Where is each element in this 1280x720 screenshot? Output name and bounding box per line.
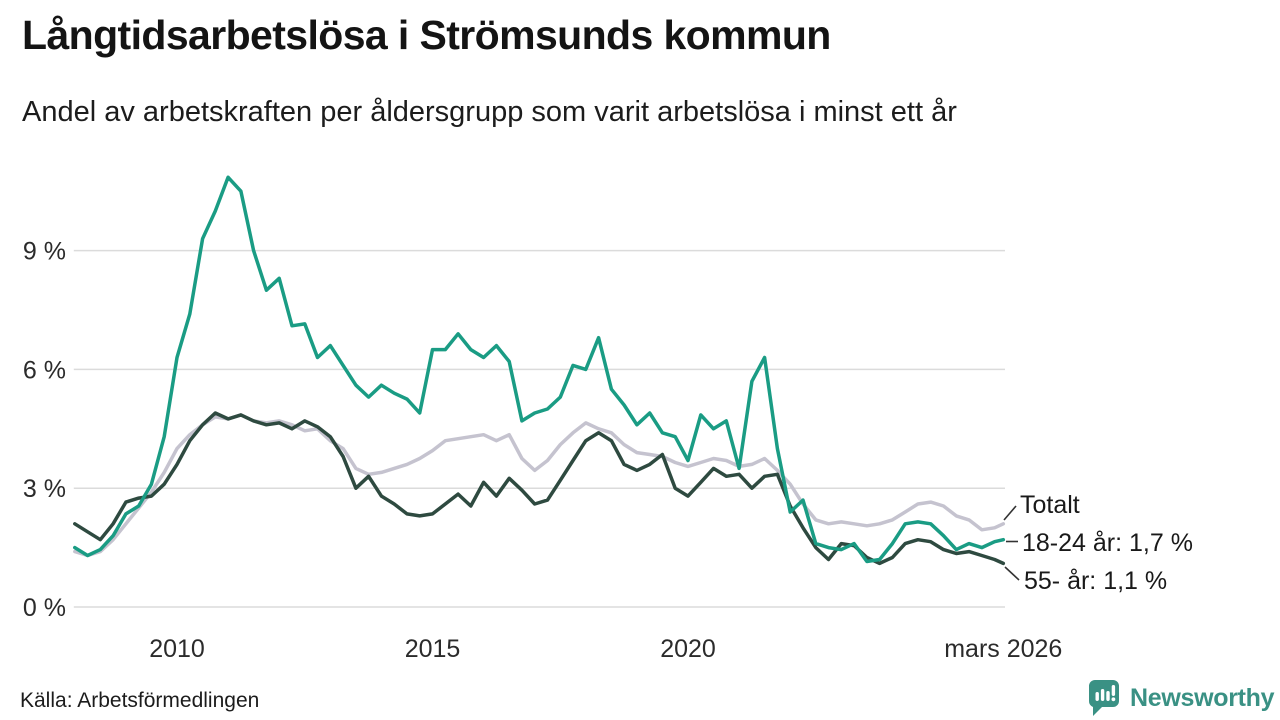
legend-leader-line (1003, 505, 1017, 521)
bar-2 (1100, 689, 1105, 701)
gridlines (73, 249, 1005, 608)
legend-label-18-24 år: 18-24 år: 1,7 % (1022, 529, 1193, 557)
series-lines (73, 175, 1006, 566)
x-tick-label: 2010 (149, 635, 205, 663)
newsworthy-logo-icon (1088, 680, 1119, 716)
newsworthy-logo: Newsworthy (1087, 678, 1275, 718)
series-line-18-24 år (73, 175, 1006, 564)
y-tick-label: 0 % (23, 594, 66, 622)
y-tick-label: 9 % (23, 238, 66, 266)
y-axis-tick-labels: 0 % 3 % 6 % 9 % (23, 238, 66, 622)
y-tick-label: 3 % (23, 475, 66, 503)
series-line-Totalt (73, 413, 1006, 558)
x-tick-label: 2015 (405, 635, 461, 663)
x-tick-label: mars 2026 (944, 635, 1062, 663)
legend-label-55- år: 55- år: 1,1 % (1024, 567, 1167, 595)
x-tick-label: 2020 (660, 635, 716, 663)
legend-leader-line (1004, 566, 1020, 581)
bar-3 (1106, 691, 1110, 701)
exclamation-dot (1111, 697, 1116, 702)
exclamation-bar (1111, 685, 1116, 696)
source-text: Källa: Arbetsförmedlingen (20, 689, 260, 712)
x-axis-tick-labels: 2010 2015 2020 mars 2026 (149, 635, 1062, 663)
y-tick-label: 6 % (23, 356, 66, 384)
legend-label-Totalt: Totalt (1020, 491, 1080, 519)
series-end-legend: Totalt 18-24 år: 1,7 % 55- år: 1,1 % (1003, 491, 1193, 595)
bar-1 (1095, 692, 1099, 701)
newsworthy-brand-text: Newsworthy (1130, 683, 1275, 712)
page-subtitle: Andel av arbetskraften per åldersgrupp s… (22, 96, 957, 128)
page-title: Långtidsarbetslösa i Strömsunds kommun (22, 12, 831, 58)
